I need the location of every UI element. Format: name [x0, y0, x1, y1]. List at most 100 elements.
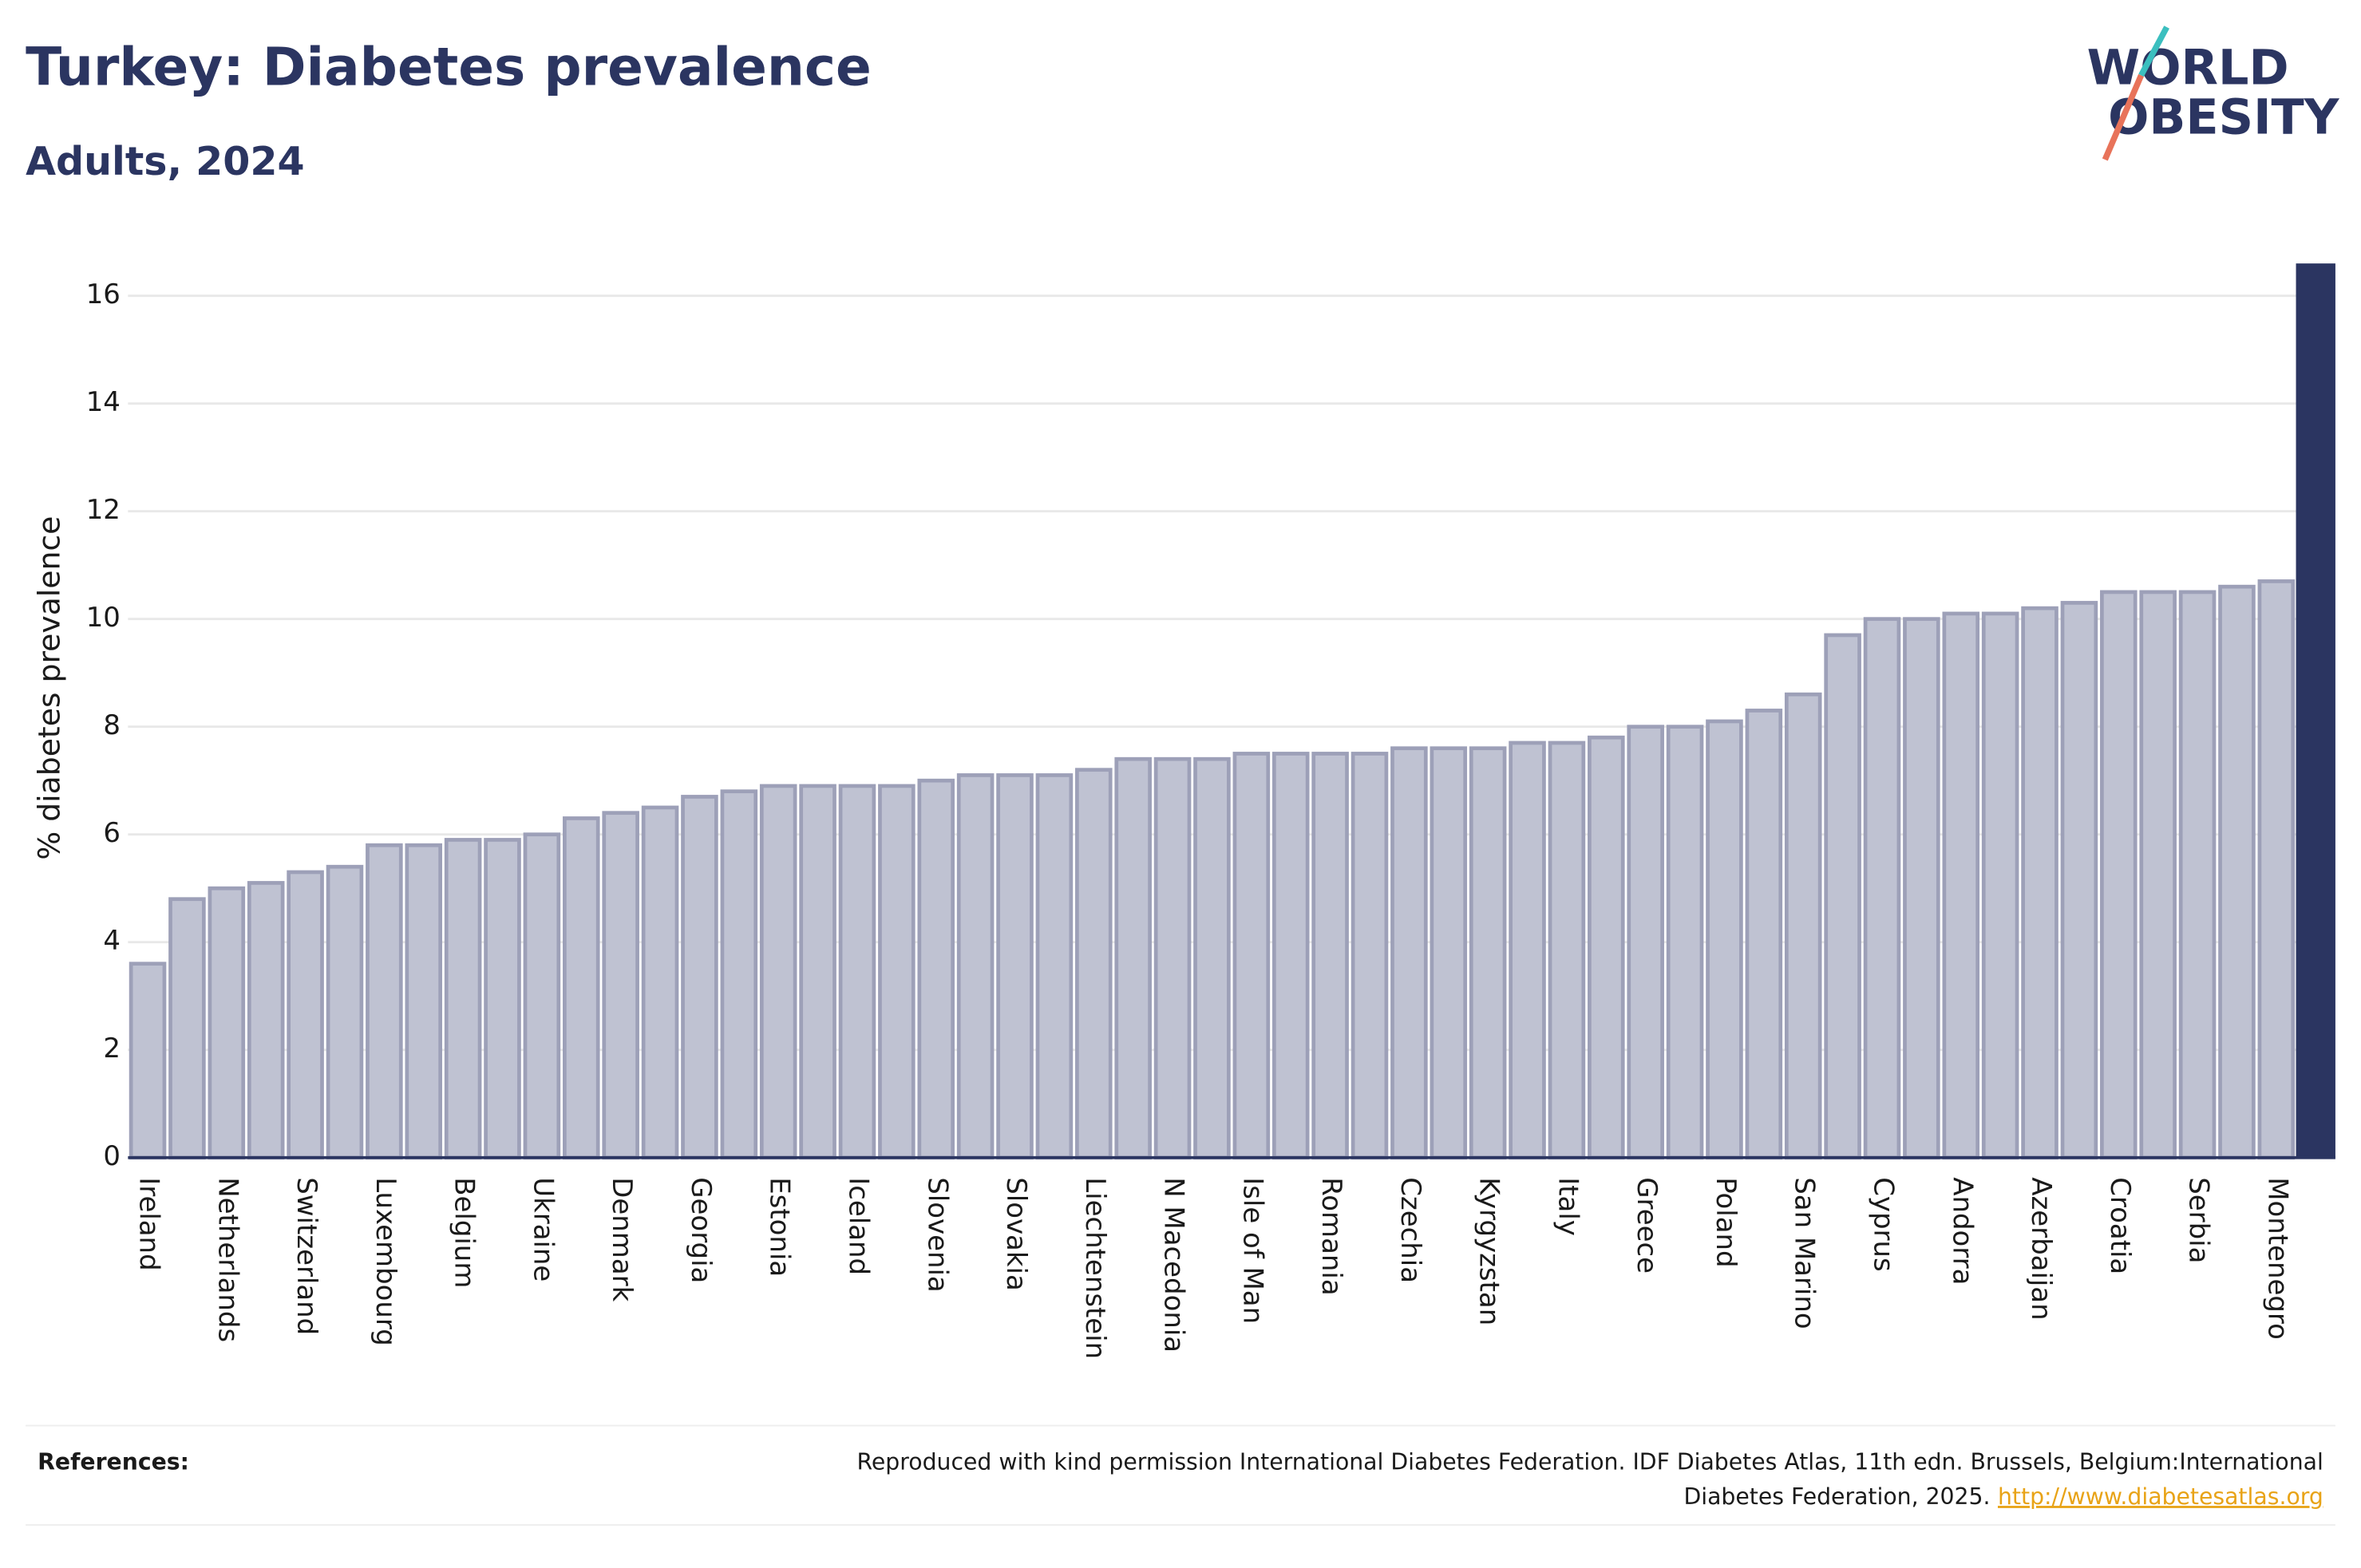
bar	[1981, 611, 2019, 1160]
references-label: References:	[38, 1449, 189, 1475]
bar	[484, 838, 521, 1160]
x-tick-label: Estonia	[764, 1177, 796, 1277]
bar	[1075, 768, 1113, 1160]
y-tick-label: 10	[86, 602, 121, 634]
bar	[129, 962, 167, 1160]
bar	[1784, 692, 1822, 1160]
reference-text: Reproduced with kind permission Internat…	[857, 1449, 2323, 1475]
bar	[641, 805, 679, 1160]
bar	[1114, 756, 1152, 1160]
bar	[878, 784, 916, 1160]
bar	[2296, 263, 2335, 1158]
x-tick-label: Liechtenstein	[1079, 1177, 1111, 1359]
chart-title: Turkey: Diabetes prevalence	[26, 37, 872, 98]
bar	[208, 886, 246, 1160]
x-tick-label: Croatia	[2104, 1177, 2136, 1274]
bar	[720, 789, 758, 1160]
x-tick-label: Iceland	[842, 1177, 874, 1275]
reference-link[interactable]: http://www.diabetesatlas.org	[1998, 1483, 2323, 1510]
x-tick-label: Luxembourg	[370, 1177, 401, 1346]
bar	[1390, 746, 1428, 1160]
logo-line1: WORLD	[2087, 40, 2289, 96]
reference-text: Diabetes Federation, 2025. http://www.dia…	[1683, 1483, 2323, 1510]
x-tick-label: Poland	[1710, 1177, 1742, 1267]
bar	[2218, 584, 2256, 1160]
bar	[2178, 590, 2217, 1160]
bar	[956, 773, 995, 1160]
bar	[366, 843, 403, 1160]
bar	[1193, 756, 1231, 1160]
logo-slash	[2102, 73, 2145, 161]
x-tick-label: Denmark	[606, 1177, 638, 1301]
bar	[602, 811, 639, 1160]
x-tick-label: Ireland	[133, 1177, 165, 1270]
y-tick-label: 4	[103, 925, 121, 957]
y-tick-label: 8	[103, 709, 121, 741]
x-tick-label: Andorra	[1946, 1177, 1978, 1285]
bar	[1271, 752, 1310, 1160]
bar	[1588, 735, 1625, 1160]
bar	[2060, 601, 2098, 1160]
x-tick-label: Ukraine	[527, 1177, 559, 1282]
x-tick-label: Slovakia	[1000, 1177, 1032, 1291]
bar	[444, 838, 482, 1160]
bar	[2139, 590, 2177, 1160]
bar	[1351, 752, 1389, 1160]
bar	[759, 784, 797, 1160]
bar	[1153, 756, 1192, 1160]
y-tick-label: 0	[103, 1140, 121, 1172]
bar	[287, 870, 324, 1160]
bar	[1745, 709, 1783, 1160]
bar	[681, 795, 718, 1160]
bar	[1666, 725, 1704, 1160]
bar	[405, 843, 443, 1160]
bar	[1824, 633, 1861, 1160]
bar	[2021, 606, 2058, 1160]
bar	[2257, 579, 2296, 1160]
bar	[1311, 752, 1349, 1160]
x-tick-label: Slovenia	[921, 1177, 953, 1292]
bar	[1232, 752, 1271, 1160]
bar	[1469, 746, 1507, 1160]
x-tick-label: Netherlands	[212, 1177, 243, 1342]
x-tick-label: Montenegro	[2261, 1177, 2293, 1340]
bar	[1942, 611, 1980, 1160]
bar	[799, 784, 836, 1160]
bar	[247, 881, 285, 1160]
bar	[563, 816, 600, 1160]
logo-line2: OBESITY	[2108, 90, 2340, 146]
x-tick-label: Italy	[1552, 1177, 1584, 1236]
y-tick-label: 16	[86, 278, 121, 310]
x-tick-label: Switzerland	[291, 1177, 322, 1335]
x-tick-label: Greece	[1631, 1177, 1663, 1274]
y-tick-label: 14	[86, 386, 121, 418]
x-tick-label: Belgium	[449, 1177, 481, 1288]
x-tick-label: Czechia	[1394, 1177, 1426, 1283]
x-tick-label: Serbia	[2183, 1177, 2215, 1263]
bar	[838, 784, 876, 1160]
bar	[996, 773, 1034, 1160]
bar	[326, 864, 364, 1160]
bar	[1430, 746, 1468, 1160]
bar	[1706, 719, 1743, 1160]
y-axis-label: % diabetes prevalence	[32, 516, 67, 860]
bar	[168, 897, 206, 1160]
x-tick-label: Azerbaijan	[2025, 1177, 2057, 1320]
bar	[2100, 590, 2138, 1160]
x-tick-label: Georgia	[685, 1177, 717, 1283]
x-tick-label: Cyprus	[1867, 1177, 1899, 1271]
x-tick-label: San Marino	[1789, 1177, 1821, 1329]
bar	[1548, 741, 1586, 1160]
bar	[523, 832, 561, 1160]
x-tick-label: N Macedonia	[1158, 1177, 1190, 1353]
bar	[1509, 741, 1546, 1160]
bar	[1627, 725, 1664, 1160]
bar	[1035, 773, 1074, 1160]
reference-text: Diabetes Federation, 2025.	[1683, 1483, 1990, 1510]
x-tick-label: Isle of Man	[1236, 1177, 1268, 1324]
bar	[1903, 617, 1940, 1160]
chart-subtitle: Adults, 2024	[26, 138, 305, 184]
logo-slash	[2138, 26, 2169, 77]
x-tick-label: Kyrgyzstan	[1473, 1177, 1505, 1325]
